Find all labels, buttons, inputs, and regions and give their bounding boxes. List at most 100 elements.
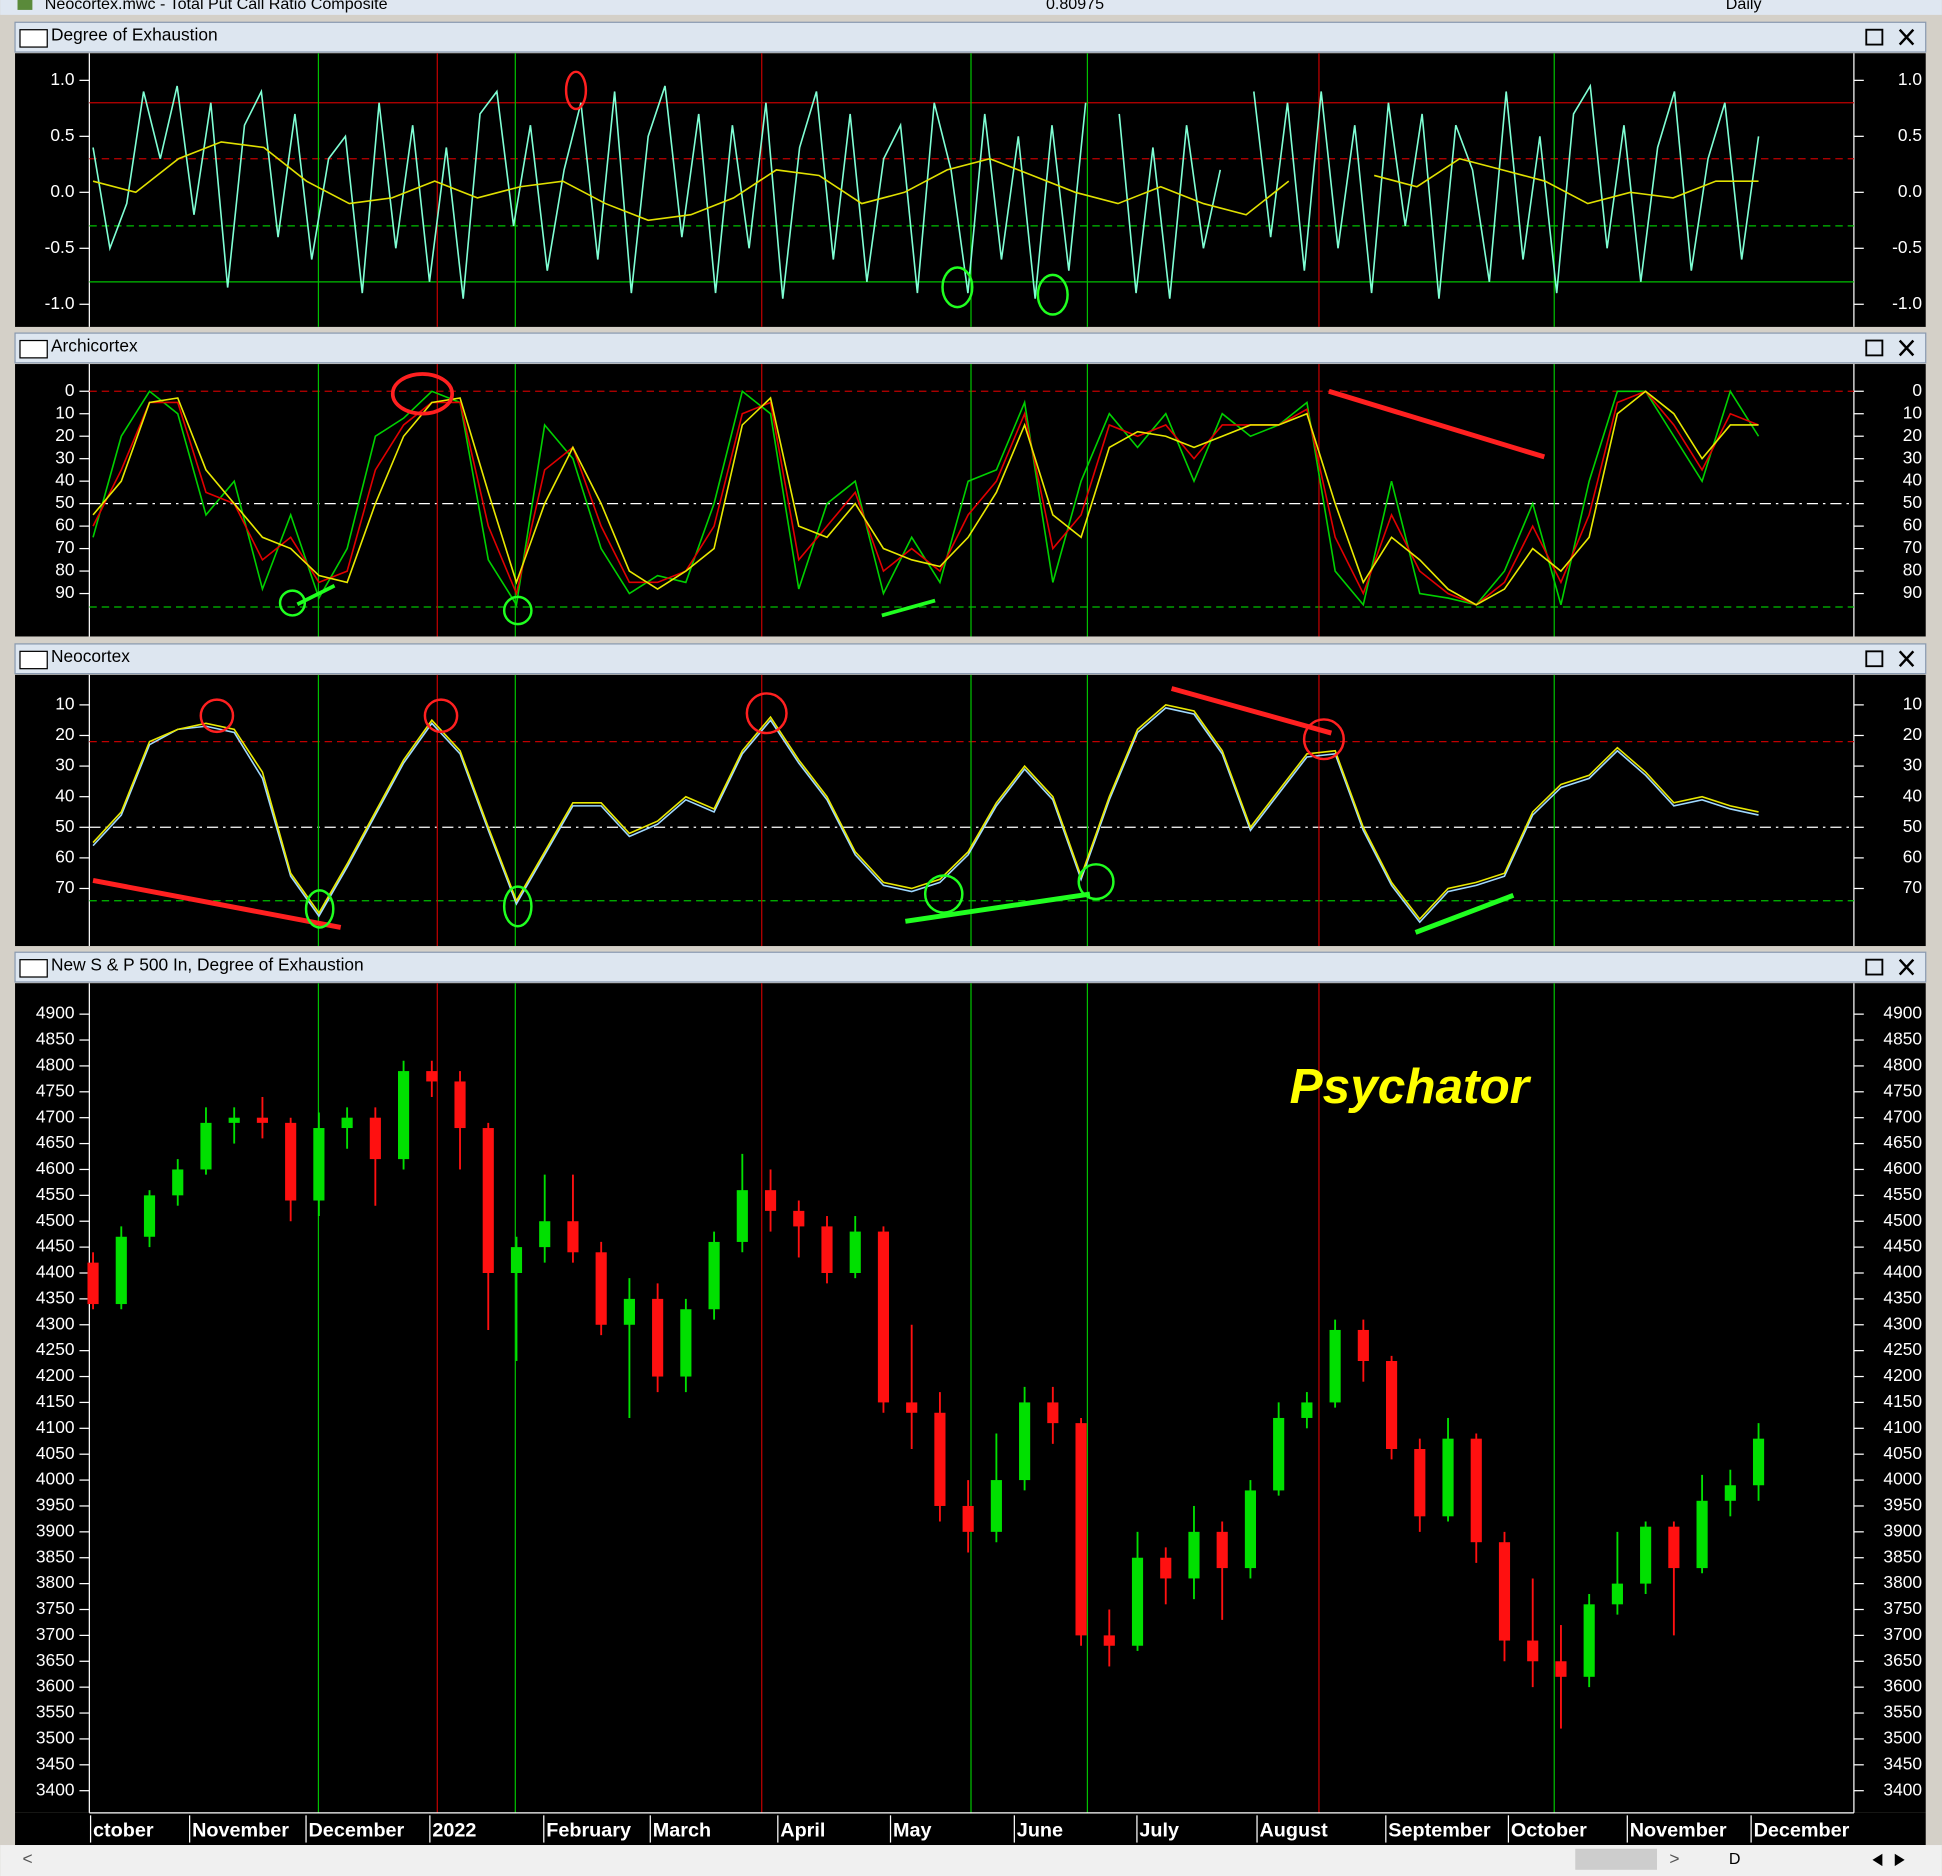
candle-body xyxy=(1273,1417,1285,1491)
panel-body xyxy=(15,53,1926,327)
y-tick-label: 4700 xyxy=(36,1106,75,1126)
y-tick-label: 4100 xyxy=(36,1417,75,1437)
candle-body xyxy=(849,1231,861,1273)
candle-body xyxy=(736,1190,748,1242)
y-tick-label-right: 30 xyxy=(1903,447,1922,467)
y-tick-label-right: 20 xyxy=(1903,425,1922,445)
maximize-button[interactable] xyxy=(1865,339,1884,357)
x-tick-label: March xyxy=(653,1820,711,1842)
y-tick-label: 4650 xyxy=(36,1132,75,1152)
candle-body xyxy=(228,1117,240,1123)
close-button[interactable] xyxy=(1898,28,1915,46)
candle-body xyxy=(172,1169,184,1196)
y-tick-label: 4000 xyxy=(36,1469,75,1489)
close-button[interactable] xyxy=(1898,958,1915,976)
y-tick-label: 70 xyxy=(55,537,74,557)
scroll-left[interactable]: < xyxy=(22,1848,32,1868)
x-tick-label: December xyxy=(309,1820,405,1842)
y-tick-label: 4800 xyxy=(36,1054,75,1074)
candle-body xyxy=(87,1262,99,1305)
y-tick-label: 4350 xyxy=(36,1287,75,1307)
circle xyxy=(745,692,788,735)
candle-body xyxy=(313,1128,325,1201)
y-tick-label-right: 70 xyxy=(1903,537,1922,557)
toolbar-period[interactable]: D xyxy=(1729,1850,1741,1868)
maximize-button[interactable] xyxy=(1865,28,1884,46)
circle xyxy=(278,589,307,617)
close-button[interactable] xyxy=(1898,650,1915,668)
candle-body xyxy=(1640,1526,1652,1584)
y-tick-label-right: 1.0 xyxy=(1898,69,1922,89)
y-tick-label-right: 0.5 xyxy=(1898,125,1922,145)
y-tick-label: 30 xyxy=(55,447,74,467)
candle-body xyxy=(708,1241,720,1310)
series-line xyxy=(92,83,1760,299)
candle-body xyxy=(962,1505,974,1532)
candle-body xyxy=(1555,1661,1567,1677)
panels: Degree of Exhaustion 1.0 1.0 0.5 0.5 0.0 0.0 -0… xyxy=(14,21,1927,1846)
candle-body xyxy=(285,1122,297,1201)
scroll-bar: < > D xyxy=(0,1845,1942,1876)
y-tick-label: 80 xyxy=(55,560,74,580)
y-tick-label: -0.5 xyxy=(45,237,75,257)
y-tick-label: 40 xyxy=(55,785,74,805)
candle-body xyxy=(1724,1485,1736,1501)
x-tick-label: October xyxy=(1511,1820,1587,1842)
y-tick-label-right: 4750 xyxy=(1883,1080,1922,1100)
y-tick-label-right: 4600 xyxy=(1883,1158,1922,1178)
y-tick-label: 50 xyxy=(55,816,74,836)
panel-header xyxy=(14,643,1927,675)
candle-body xyxy=(1386,1361,1398,1450)
panel-body xyxy=(15,364,1926,637)
panel-header xyxy=(14,21,1927,53)
candle-body xyxy=(1752,1438,1765,1486)
y-tick-label-right: 70 xyxy=(1903,877,1922,897)
y-tick-label-right: 60 xyxy=(1903,846,1922,866)
candle-body xyxy=(1696,1500,1708,1569)
y-tick-label: 4900 xyxy=(36,1003,75,1023)
app-icon xyxy=(17,0,33,10)
y-tick-label: 50 xyxy=(55,492,74,512)
close-button[interactable] xyxy=(1898,339,1915,357)
maximize-button[interactable] xyxy=(1865,650,1884,668)
y-tick-label-right: 4550 xyxy=(1883,1184,1922,1204)
x-tick-label: August xyxy=(1260,1820,1329,1842)
y-tick-label: 40 xyxy=(55,470,74,490)
scroll-thumb[interactable] xyxy=(1575,1848,1658,1870)
window-period: Daily xyxy=(1726,0,1762,13)
nav-arrows[interactable] xyxy=(1872,1853,1905,1867)
y-tick-label-right: 4250 xyxy=(1883,1339,1922,1359)
scroll-right[interactable]: > xyxy=(1669,1848,1679,1868)
circle xyxy=(502,595,533,626)
y-tick-label-right: 4850 xyxy=(1883,1029,1922,1049)
window-title: Neocortex.mwc - Total Put Call Ratio Com… xyxy=(45,0,388,13)
y-tick-label-right: 0.0 xyxy=(1898,181,1922,201)
y-tick-label-right: 10 xyxy=(1903,402,1922,422)
candle-body xyxy=(906,1402,918,1413)
trend-line xyxy=(881,598,936,618)
candle-body xyxy=(1188,1531,1200,1579)
x-tick-label: April xyxy=(780,1820,825,1842)
y-tick-label-right: 3550 xyxy=(1883,1702,1922,1722)
y-tick-label-right: 4150 xyxy=(1883,1391,1922,1411)
y-tick-label: 3800 xyxy=(36,1572,75,1592)
candle-body xyxy=(1668,1526,1680,1569)
chart-annotation: Psychator xyxy=(1290,1059,1532,1114)
y-tick-label: 4300 xyxy=(36,1313,75,1333)
y-tick-label: 20 xyxy=(55,425,74,445)
candle-body xyxy=(1611,1583,1623,1605)
y-tick-label-right: 80 xyxy=(1903,560,1922,580)
candle-body xyxy=(482,1128,494,1273)
trend-line xyxy=(92,877,342,930)
maximize-button[interactable] xyxy=(1865,958,1884,976)
y-tick-label-right: 3450 xyxy=(1883,1753,1922,1773)
x-tick-label: November xyxy=(1630,1820,1727,1842)
y-tick-label-right: 50 xyxy=(1903,492,1922,512)
y-tick-label-right: 4100 xyxy=(1883,1417,1922,1437)
y-tick-label: 4450 xyxy=(36,1236,75,1256)
candle-body xyxy=(1244,1490,1257,1569)
candle-body xyxy=(680,1309,692,1377)
circle xyxy=(502,885,533,928)
y-tick-label: 0.5 xyxy=(50,125,74,145)
